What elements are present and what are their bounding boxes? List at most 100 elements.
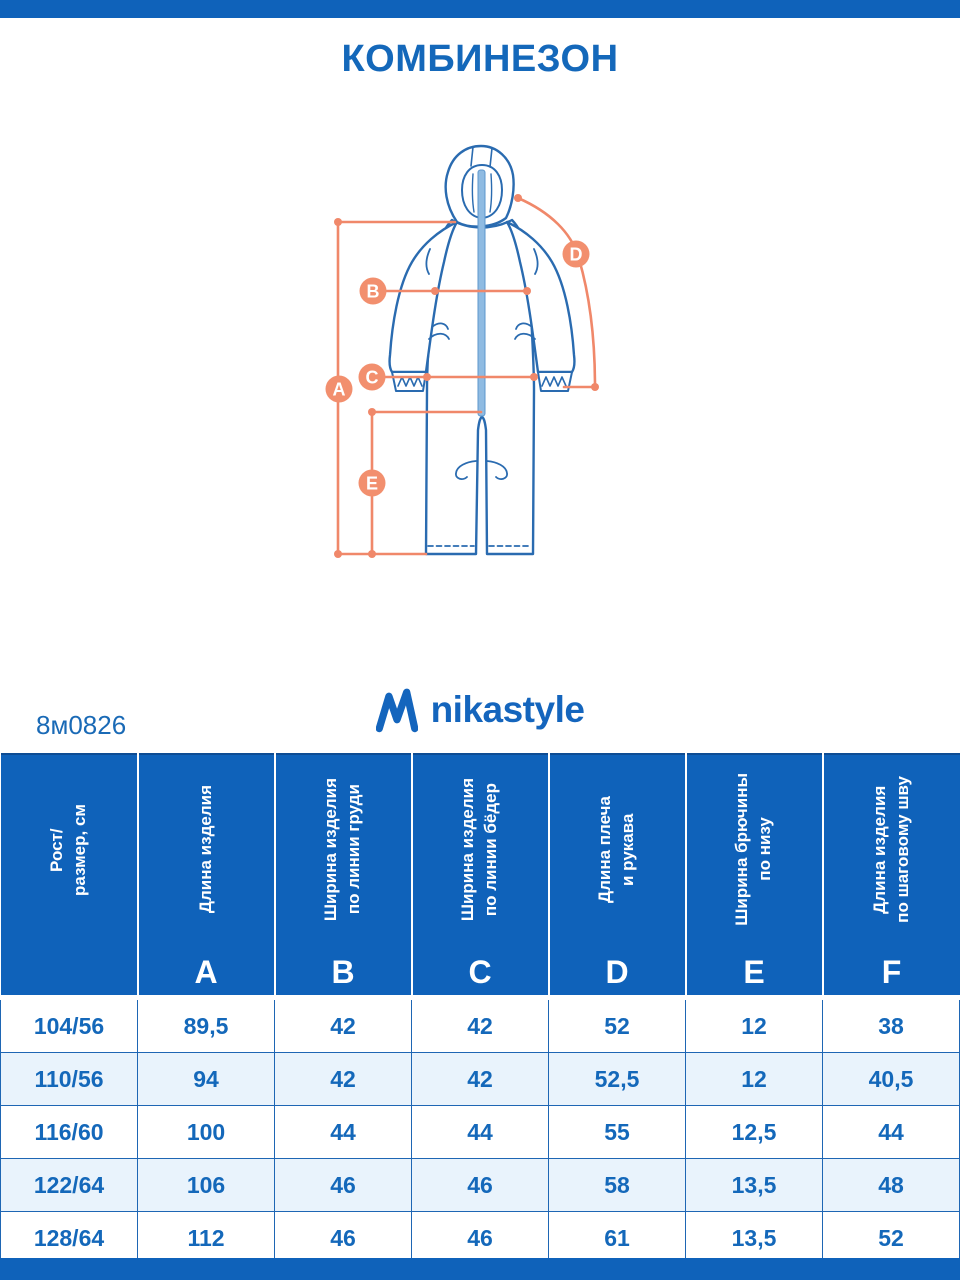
col-header-d: Длина плеча и рукава D [547,754,686,1000]
col-header-label: Ширина изделия [458,777,478,922]
cell-value: 42 [274,1052,412,1106]
cell-value: 46 [274,1158,412,1212]
page-title: КОМБИНЕЗОН [341,38,619,80]
top-bar [0,0,960,18]
brand-logo-icon [375,688,418,733]
cell-size: 116/60 [0,1105,138,1159]
waist-mark-left [428,322,450,340]
badge-a [325,375,353,403]
col-header-c: Ширина изделия по линии бёдер C [410,754,549,1000]
cell-size: 110/56 [0,1052,138,1106]
measurement-badges: A B C D E [325,240,590,497]
col-header-label: и рукава [618,813,637,886]
garment-measurement-diagram: A B C D E [325,144,599,558]
col-header-letter: F [881,954,902,990]
badge-b-letter: B [367,282,380,302]
chest-slit-right [533,248,539,275]
col-header-label: Длина плеча [595,795,615,903]
table-row: 128/64 112 46 46 61 13,5 52 [0,1211,960,1265]
cell-value: 46 [274,1211,412,1265]
cell-value: 13,5 [685,1158,823,1212]
chest-slit-left [425,248,431,275]
col-header-label: по линии груди [344,784,363,915]
measurement-dots [334,194,599,558]
col-header-label: Ширина брючины [732,773,752,926]
cell-value: 48 [822,1158,960,1212]
col-header-b: Ширина изделия по линии груди B [273,754,412,1000]
col-header-label: Длина изделия [195,785,215,914]
brand-logo-text: nikastyle [430,689,585,730]
cell-value: 100 [137,1105,275,1159]
cell-value: 89,5 [137,997,275,1053]
badge-b [359,277,387,305]
table-row: 104/56 89,5 42 42 52 12 38 [0,997,960,1053]
waist-mark-right [514,322,536,340]
badge-c-letter: C [366,368,379,388]
cell-value: 40,5 [822,1052,960,1106]
garment-sleeve-right [505,220,576,374]
col-header-size: Рост/ размер, см [0,754,138,1000]
garment-cuff-left [391,371,427,392]
size-table-header-row: Рост/ размер, см Длина изделия A Ширина … [0,754,960,1000]
col-header-label: по линии бёдер [481,782,500,917]
table-row: 116/60 100 44 44 55 12,5 44 [0,1105,960,1159]
bottom-bar [0,1258,960,1280]
badge-d-letter: D [570,245,583,265]
cell-value: 42 [274,997,412,1053]
cell-value: 13,5 [685,1211,823,1265]
drawstring-right [486,460,508,480]
badge-d [562,240,590,268]
cell-value: 52,5 [548,1052,686,1106]
cell-value: 12 [685,997,823,1053]
cell-size: 122/64 [0,1158,138,1212]
cell-value: 44 [822,1105,960,1159]
col-header-letter: B [331,954,355,990]
table-row: 110/56 94 42 42 52,5 12 40,5 [0,1052,960,1106]
brand-logo: nikastyle [0,682,960,738]
col-header-label: по шаговому шву [892,776,912,923]
col-header-e: Ширина брючины по низу E [684,754,823,1000]
drawstring-left [455,460,477,480]
badge-e [358,469,386,497]
cuff-rib-right [541,376,567,387]
col-header-f: Длина изделия по шаговому шву F [821,754,960,1000]
garment-zipper [477,169,486,417]
cell-size: 104/56 [0,997,138,1053]
cell-size: 128/64 [0,1211,138,1265]
col-header-label: Ширина изделия [321,777,341,922]
cell-value: 46 [411,1158,549,1212]
cell-value: 38 [822,997,960,1053]
size-table: Рост/ размер, см Длина изделия A Ширина … [0,753,960,1265]
col-header-letter: E [743,954,765,990]
cell-value: 44 [274,1105,412,1159]
cell-value: 52 [548,997,686,1053]
cell-value: 42 [411,997,549,1053]
col-header-label: размер, см [69,803,89,896]
cell-value: 112 [137,1211,275,1265]
hood-inner-lines [471,173,493,213]
cell-value: 55 [548,1105,686,1159]
col-header-label: Рост/ [46,827,66,872]
cell-value: 12,5 [685,1105,823,1159]
col-header-label: Длина изделия [869,785,889,914]
cell-value: 106 [137,1158,275,1212]
cell-value: 42 [411,1052,549,1106]
col-header-a: Длина изделия A [136,754,275,1000]
badge-c [358,363,386,391]
cell-value: 46 [411,1211,549,1265]
cell-value: 12 [685,1052,823,1106]
cell-value: 61 [548,1211,686,1265]
measure-line-c [370,375,597,389]
cell-value: 58 [548,1158,686,1212]
badge-e-letter: E [366,474,378,494]
cell-value: 94 [137,1052,275,1106]
col-header-letter: C [468,954,492,990]
cell-value: 52 [822,1211,960,1265]
garment-sleeve-left [388,220,459,374]
cell-value: 44 [411,1105,549,1159]
garment-drawing [388,144,576,556]
table-row: 122/64 106 46 46 58 13,5 48 [0,1158,960,1212]
hood-panel-lines [470,146,493,168]
col-header-letter: A [194,954,218,990]
